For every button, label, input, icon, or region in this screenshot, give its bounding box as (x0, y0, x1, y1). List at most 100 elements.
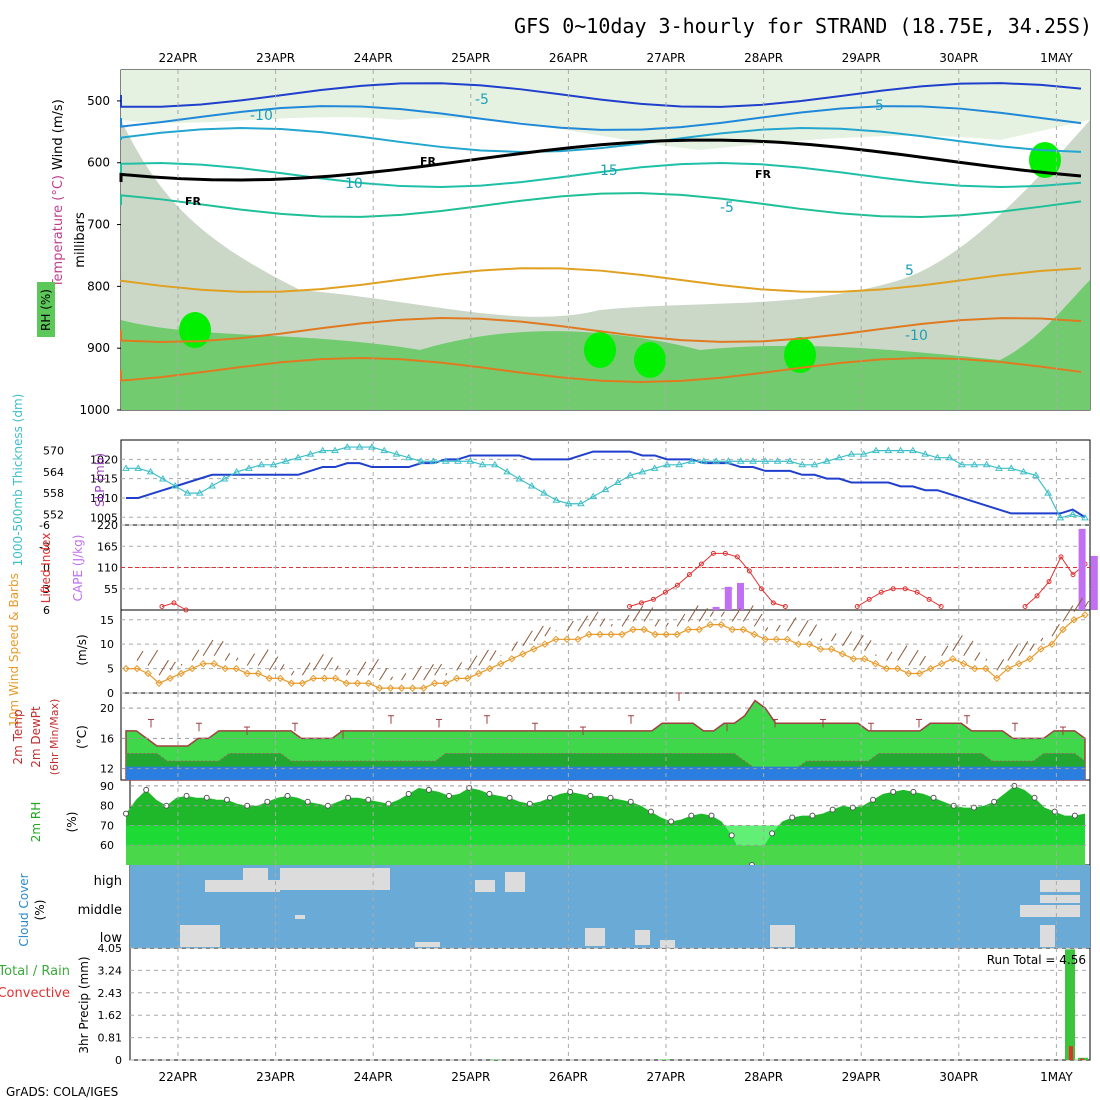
run-total-label: Run Total = 4.56 (987, 953, 1086, 967)
rh-unit-label: (%) (65, 812, 79, 833)
wind-speed-marker (739, 625, 747, 634)
rh-marker (930, 794, 937, 801)
wind-barb (632, 605, 644, 622)
wind-barb (544, 626, 551, 637)
rh-marker (304, 798, 311, 805)
wind-barb (346, 669, 351, 676)
thickness-marker (921, 450, 930, 457)
rh-marker (546, 794, 553, 801)
rh-label-group: 2m RH (29, 802, 43, 843)
top-day-label: 27APR (646, 51, 685, 65)
thickness-marker (626, 471, 634, 478)
thickness-marker (1007, 464, 1016, 471)
minmax-label-group: (6hr Min/Max) (48, 699, 61, 776)
temp-unit-label: (°C) (75, 725, 89, 749)
wind-tick-label: 5 (107, 663, 114, 676)
wind-unit-group: (m/s) (75, 634, 89, 665)
wind-speed-marker (563, 635, 571, 644)
lifted-marker (926, 596, 932, 602)
freezing-label: FR (185, 195, 202, 208)
thickness-marker (835, 453, 843, 461)
thickness-marker (1019, 467, 1028, 475)
rh-marker (708, 812, 715, 819)
wind-barb (996, 659, 1005, 671)
precip-total-bar (660, 1059, 670, 1060)
thickness-marker (318, 446, 327, 454)
thickness-marker (982, 460, 991, 468)
wind-barb (687, 605, 699, 622)
rh-saturated-blob (634, 342, 666, 378)
panel-frame-press (120, 439, 1091, 526)
rh-marker (526, 800, 533, 807)
cloud-block (505, 872, 525, 892)
cloud-block (280, 868, 390, 890)
wind-barb (180, 663, 183, 666)
wind-barb (434, 663, 443, 676)
footer-credit: GrADS: COLA/IGES (6, 1085, 118, 1099)
wind-barb (753, 613, 763, 627)
cloud-block (1040, 880, 1080, 892)
thickness-marker (958, 460, 966, 468)
lifted-marker (938, 603, 944, 609)
wind-barb (919, 655, 926, 666)
wind-speed-marker (783, 635, 792, 644)
wind-barb (412, 665, 422, 681)
bottom-day-label: 24APR (354, 1070, 393, 1084)
wind-barb (312, 654, 324, 671)
bottom-day-label: 1MAY (1040, 1070, 1073, 1084)
lifted-marker (171, 600, 177, 606)
wind-barb (665, 622, 669, 627)
wind-barb (555, 630, 557, 632)
dewpt-axis-label: 2m DewPt (29, 706, 43, 768)
wind-barb (797, 620, 809, 637)
lifted-marker (686, 572, 692, 578)
rh-marker (1031, 794, 1038, 801)
wind-speed-marker (133, 664, 141, 673)
bottom-day-label: 30APR (939, 1070, 978, 1084)
thickness-tick-label: 564 (43, 466, 64, 479)
thickness-marker (663, 460, 671, 468)
stab-right-label-group: CAPE (J/kg) (71, 535, 85, 602)
cloud-label-group: Cloud Cover (17, 873, 31, 946)
wind-barb (1062, 605, 1074, 622)
lifted-marker (638, 600, 644, 606)
upper-unit-label-group: millibars (73, 212, 88, 268)
wind-unit-label: (m/s) (75, 634, 89, 665)
precip-tick-label: 3.24 (98, 964, 123, 977)
thickness-marker (884, 446, 893, 454)
wind-barb (875, 654, 877, 656)
slp-tick-label: 1020 (90, 453, 118, 466)
wind-speed-marker (320, 674, 329, 683)
isotherm-label: 15 (600, 163, 618, 179)
wind-speed-marker (254, 669, 262, 678)
freezing-level-line (119, 138, 1082, 182)
rh-marker (728, 832, 735, 839)
wind-barb (478, 649, 489, 666)
wind-barb (323, 657, 333, 671)
wind-axis-label: Wind (m/s) (51, 99, 66, 170)
wind-speed-marker (309, 674, 318, 683)
thickness-marker (650, 464, 659, 471)
cape-tick-label: 110 (97, 562, 118, 575)
thickness-axis-label: 1000-500mb Thickness (dm) (11, 394, 25, 567)
thickness-tick-label: 552 (43, 508, 64, 521)
wind-speed-marker (1081, 611, 1089, 619)
cloud-level-label: high (94, 874, 122, 889)
rh-legend-group: RH (%) (39, 289, 53, 331)
wind-barb (720, 611, 725, 617)
lifted-marker (183, 607, 189, 613)
lifted-tick-label: 6 (43, 604, 50, 617)
thickness-marker (749, 457, 757, 464)
wind-barb (1029, 643, 1035, 652)
rh-marker (385, 800, 392, 807)
wind-speed-line (126, 614, 1086, 689)
wind-speed-marker (331, 674, 340, 683)
lifted-marker (866, 596, 872, 602)
wind-tick-label: 10 (100, 638, 114, 651)
thickness-marker (392, 450, 401, 457)
wind-barb (1018, 641, 1029, 656)
upper-ytick-label: 500 (87, 94, 110, 108)
rh-legend-label: RH (%) (39, 289, 53, 331)
rh-marker (486, 790, 493, 797)
cloud-block (635, 930, 650, 945)
